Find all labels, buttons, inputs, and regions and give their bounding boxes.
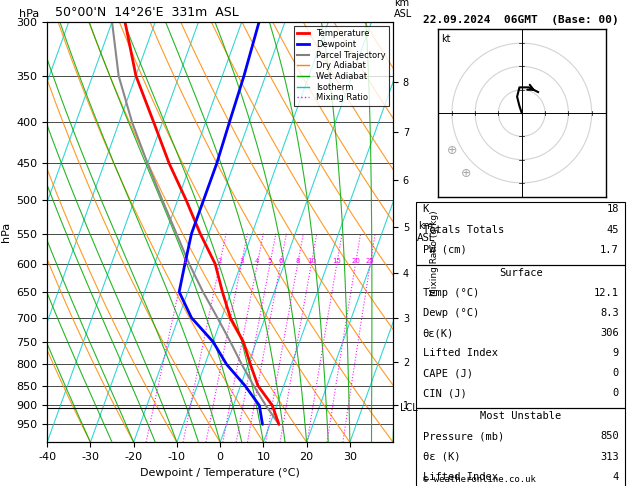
- Text: 0: 0: [613, 368, 619, 378]
- Text: 25: 25: [366, 258, 375, 264]
- Text: 4: 4: [255, 258, 260, 264]
- Text: LCL: LCL: [400, 403, 418, 413]
- Text: 850: 850: [600, 432, 619, 441]
- Text: Surface: Surface: [499, 268, 543, 278]
- Text: 1: 1: [182, 258, 187, 264]
- Text: CIN (J): CIN (J): [423, 388, 467, 399]
- Text: 2: 2: [218, 258, 222, 264]
- Text: 313: 313: [600, 451, 619, 462]
- Text: hPa: hPa: [19, 9, 39, 19]
- Text: 3: 3: [239, 258, 243, 264]
- Legend: Temperature, Dewpoint, Parcel Trajectory, Dry Adiabat, Wet Adiabat, Isotherm, Mi: Temperature, Dewpoint, Parcel Trajectory…: [294, 26, 389, 105]
- Text: 306: 306: [600, 328, 619, 338]
- Text: ⊕: ⊕: [447, 144, 457, 157]
- Text: kt: kt: [442, 34, 451, 44]
- Text: Mixing Ratio (g/kg): Mixing Ratio (g/kg): [430, 210, 439, 296]
- Text: ⊕: ⊕: [460, 167, 471, 180]
- Text: θε (K): θε (K): [423, 451, 460, 462]
- Text: 18: 18: [606, 205, 619, 214]
- Text: Most Unstable: Most Unstable: [480, 411, 562, 421]
- Text: Pressure (mb): Pressure (mb): [423, 432, 504, 441]
- Text: © weatheronline.co.uk: © weatheronline.co.uk: [423, 474, 535, 484]
- Text: Lifted Index: Lifted Index: [423, 471, 498, 482]
- Text: 9: 9: [613, 348, 619, 358]
- Text: 5: 5: [268, 258, 272, 264]
- Text: 45: 45: [606, 225, 619, 235]
- Text: Temp (°C): Temp (°C): [423, 288, 479, 298]
- Text: 20: 20: [351, 258, 360, 264]
- Text: 8.3: 8.3: [600, 308, 619, 318]
- Y-axis label: hPa: hPa: [1, 222, 11, 242]
- Text: 4: 4: [613, 471, 619, 482]
- Text: PW (cm): PW (cm): [423, 245, 467, 255]
- X-axis label: Dewpoint / Temperature (°C): Dewpoint / Temperature (°C): [140, 468, 300, 478]
- Text: km
ASL: km ASL: [394, 0, 413, 19]
- Text: 0: 0: [613, 388, 619, 399]
- Text: 12.1: 12.1: [594, 288, 619, 298]
- Text: 6: 6: [278, 258, 283, 264]
- Text: 8: 8: [296, 258, 300, 264]
- Text: 15: 15: [332, 258, 342, 264]
- Y-axis label: km
ASL: km ASL: [416, 221, 435, 243]
- Text: K: K: [423, 205, 429, 214]
- Text: CAPE (J): CAPE (J): [423, 368, 472, 378]
- Text: 10: 10: [307, 258, 316, 264]
- Text: Lifted Index: Lifted Index: [423, 348, 498, 358]
- Text: θε(K): θε(K): [423, 328, 454, 338]
- Text: 22.09.2024  06GMT  (Base: 00): 22.09.2024 06GMT (Base: 00): [423, 15, 618, 25]
- Text: Totals Totals: Totals Totals: [423, 225, 504, 235]
- Text: 1.7: 1.7: [600, 245, 619, 255]
- Text: 50°00'N  14°26'E  331m  ASL: 50°00'N 14°26'E 331m ASL: [47, 6, 239, 19]
- Text: Dewp (°C): Dewp (°C): [423, 308, 479, 318]
